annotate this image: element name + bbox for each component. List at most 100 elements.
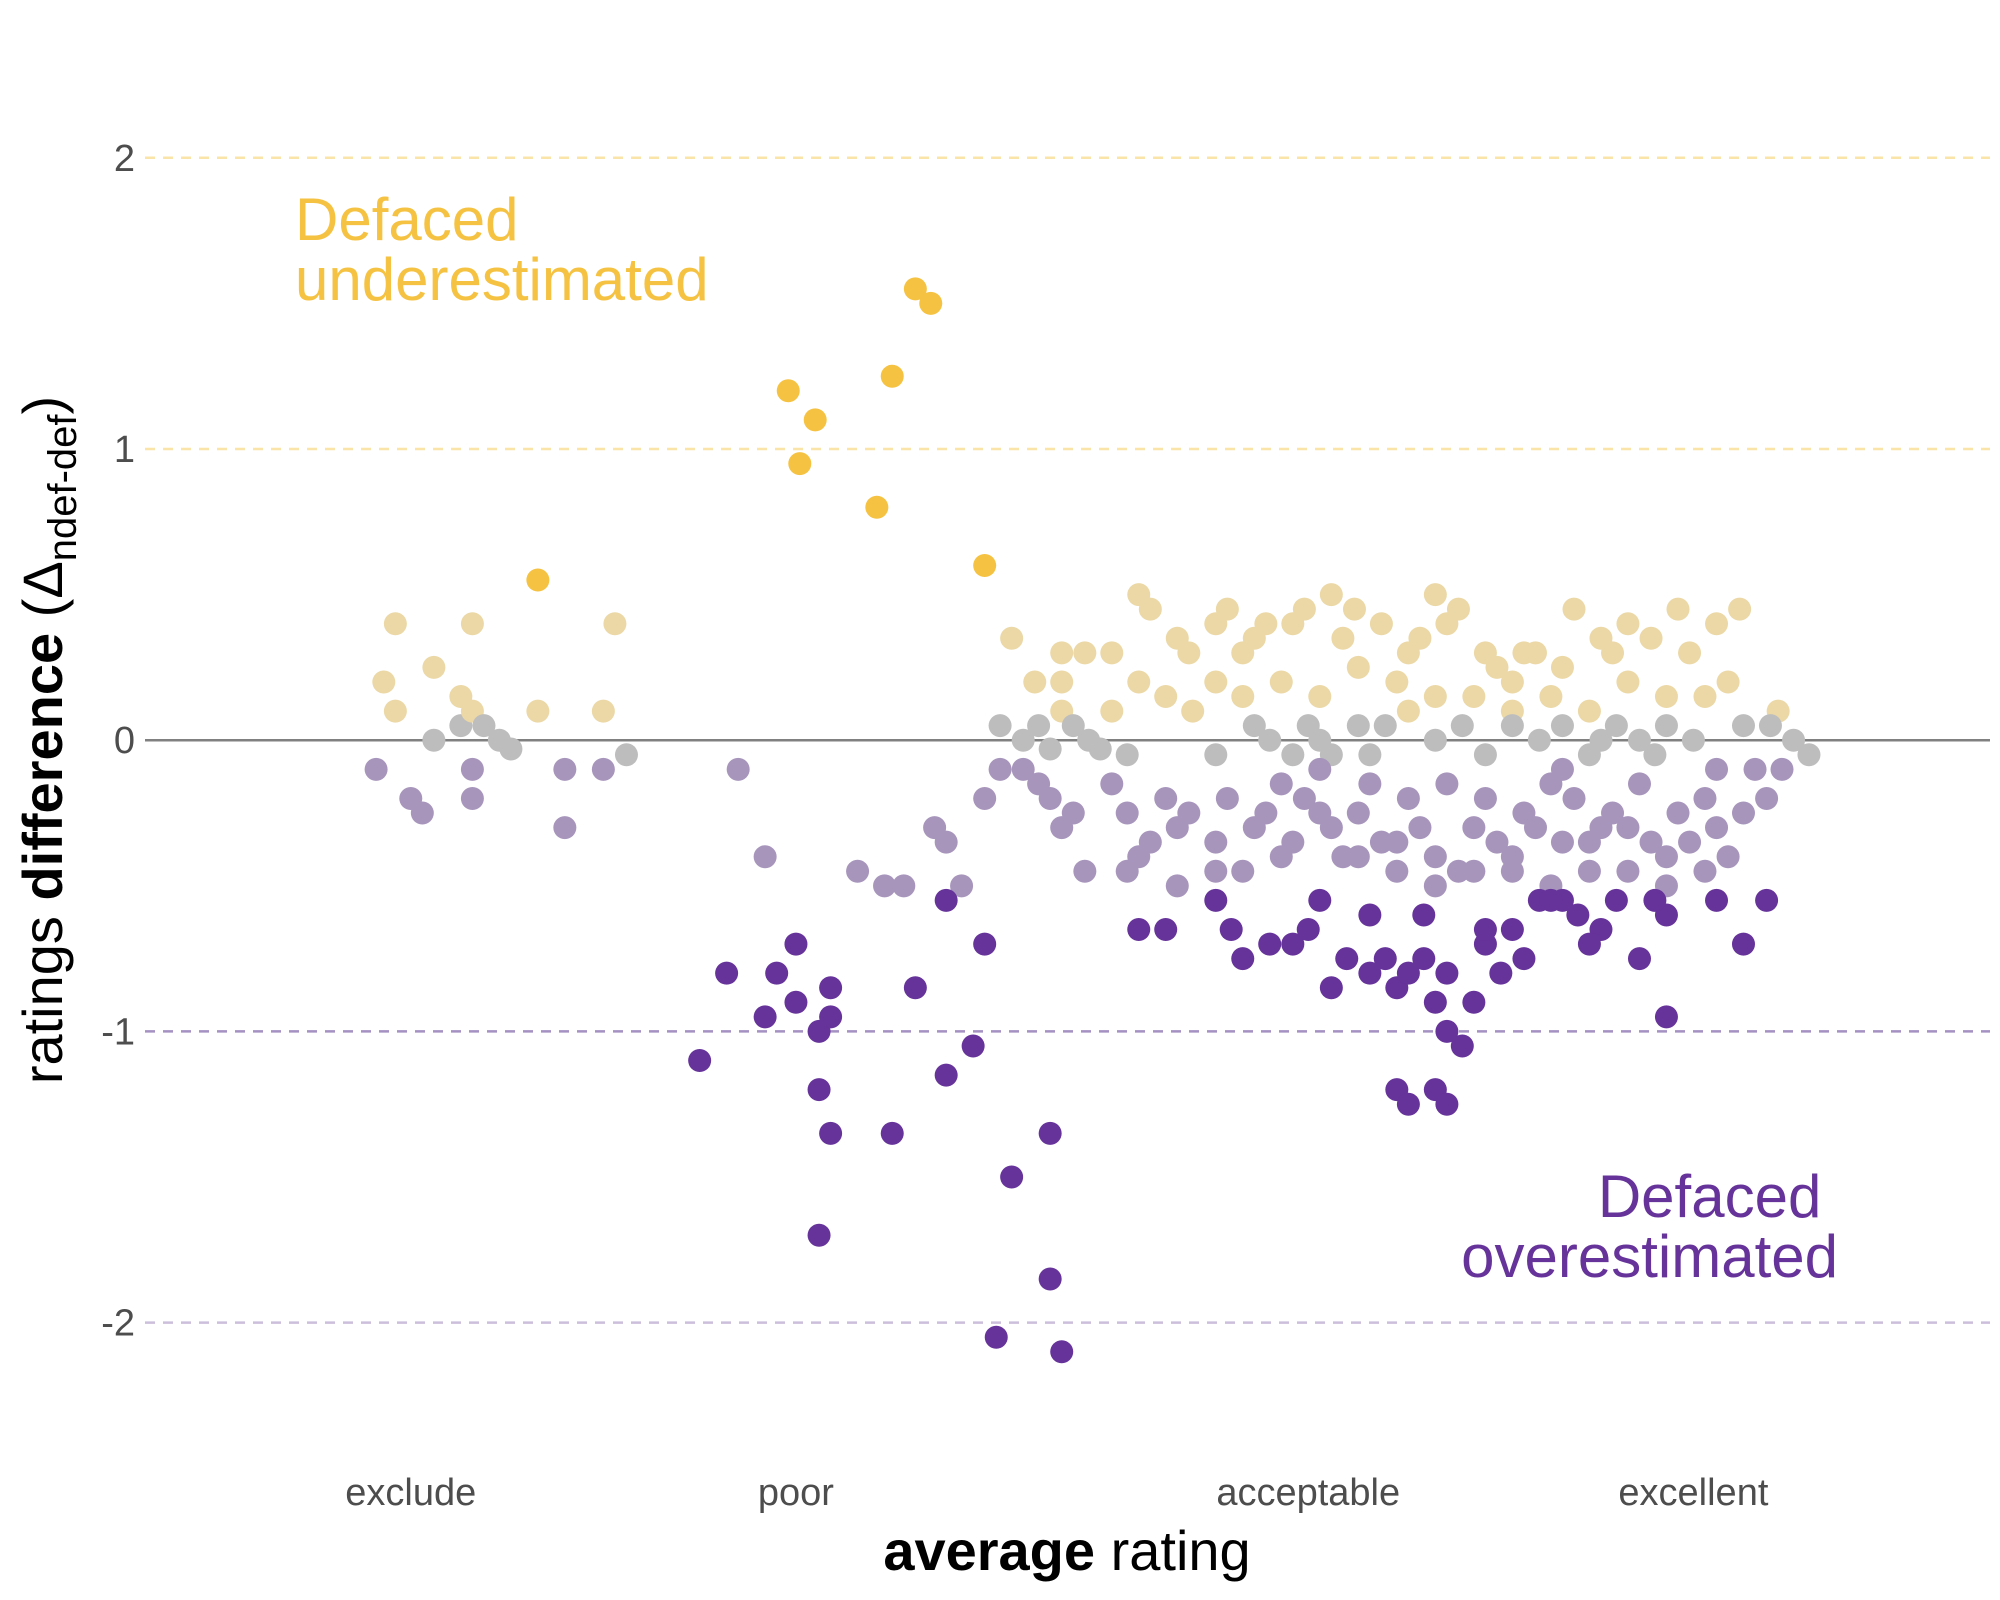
data-point <box>1050 670 1074 694</box>
data-point <box>1678 830 1702 854</box>
x-tick-label: acceptable <box>1216 1472 1400 1514</box>
data-points <box>364 277 1821 1364</box>
data-point <box>973 786 997 810</box>
data-point <box>1693 786 1717 810</box>
data-point <box>753 1005 777 1029</box>
data-point <box>1473 786 1497 810</box>
annotation-defaced-overestimated: Defaced overestimated <box>1461 1163 1838 1290</box>
annotation-under-line-1: Defaced <box>295 186 518 253</box>
data-point <box>1627 772 1651 796</box>
data-point <box>988 714 1012 738</box>
data-point <box>1423 728 1447 752</box>
data-point <box>1319 583 1343 607</box>
data-point <box>1731 714 1755 738</box>
data-point <box>1100 772 1124 796</box>
data-point <box>776 379 800 403</box>
y-axis-title-subscript: ndef-def <box>41 414 85 562</box>
data-point <box>1412 947 1436 971</box>
data-point <box>1308 757 1332 781</box>
x-tick-label: excellent <box>1618 1472 1768 1514</box>
data-point <box>1088 737 1112 761</box>
data-point <box>765 961 789 985</box>
data-point <box>1755 786 1779 810</box>
data-point <box>1281 743 1305 767</box>
y-axis-title-pre: ratings <box>11 901 74 1085</box>
y-tick-label: -2 <box>101 1303 135 1345</box>
data-point <box>1115 743 1139 767</box>
data-point <box>1755 888 1779 912</box>
data-point <box>1666 801 1690 825</box>
data-point <box>1269 845 1293 869</box>
data-point <box>1654 714 1678 738</box>
data-point <box>1038 1121 1062 1145</box>
data-point <box>1512 641 1536 665</box>
data-point <box>1050 1340 1074 1364</box>
data-point <box>1716 845 1740 869</box>
data-point <box>410 801 434 825</box>
data-point <box>1335 947 1359 971</box>
data-point <box>1000 1165 1024 1189</box>
x-axis-title-bold: average <box>883 1519 1095 1582</box>
data-point <box>1177 801 1201 825</box>
y-tick-label: -1 <box>101 1011 135 1053</box>
data-point <box>603 612 627 636</box>
data-point <box>472 714 496 738</box>
data-point <box>1616 859 1640 883</box>
data-point <box>934 888 958 912</box>
data-point <box>1396 961 1420 985</box>
data-point <box>591 699 615 723</box>
data-point <box>1743 757 1767 781</box>
data-point <box>526 568 550 592</box>
data-point <box>1693 859 1717 883</box>
data-point <box>803 408 827 432</box>
data-point <box>1643 743 1667 767</box>
data-point <box>1601 641 1625 665</box>
data-point <box>1512 947 1536 971</box>
data-point <box>1369 612 1393 636</box>
data-point <box>1731 932 1755 956</box>
data-point <box>1358 743 1382 767</box>
data-point <box>1462 859 1486 883</box>
data-point <box>1011 728 1035 752</box>
data-point <box>1269 772 1293 796</box>
data-point <box>1231 685 1255 709</box>
data-point <box>1358 903 1382 927</box>
data-point <box>1562 786 1586 810</box>
data-point <box>715 961 739 985</box>
data-point <box>934 1063 958 1087</box>
data-point <box>1539 685 1563 709</box>
data-point <box>1681 728 1705 752</box>
data-point <box>1038 1267 1062 1291</box>
data-point <box>950 874 974 898</box>
data-point <box>1550 714 1574 738</box>
y-tick-label: 1 <box>114 429 135 471</box>
data-point <box>1204 830 1228 854</box>
data-point <box>1231 859 1255 883</box>
y-axis-title: ratings difference (Δndef-def) <box>11 396 85 1084</box>
y-axis-title-bold: difference <box>11 633 74 901</box>
data-point <box>1331 626 1355 650</box>
data-point <box>1562 597 1586 621</box>
data-point <box>1705 816 1729 840</box>
data-point <box>1308 685 1332 709</box>
x-tick-label: poor <box>758 1472 834 1514</box>
data-point <box>1731 801 1755 825</box>
data-point <box>1308 888 1332 912</box>
data-point <box>819 976 843 1000</box>
data-point <box>1473 743 1497 767</box>
data-point <box>1127 918 1151 942</box>
y-tick-label: 2 <box>114 138 135 180</box>
data-point <box>1204 859 1228 883</box>
data-point <box>1500 859 1524 883</box>
data-point <box>934 830 958 854</box>
data-point <box>460 786 484 810</box>
data-point <box>1396 1092 1420 1116</box>
data-point <box>988 757 1012 781</box>
data-point <box>1654 685 1678 709</box>
data-point <box>1073 641 1097 665</box>
data-point <box>784 932 808 956</box>
data-point <box>1408 816 1432 840</box>
data-point <box>1577 830 1601 854</box>
data-point <box>1165 874 1189 898</box>
